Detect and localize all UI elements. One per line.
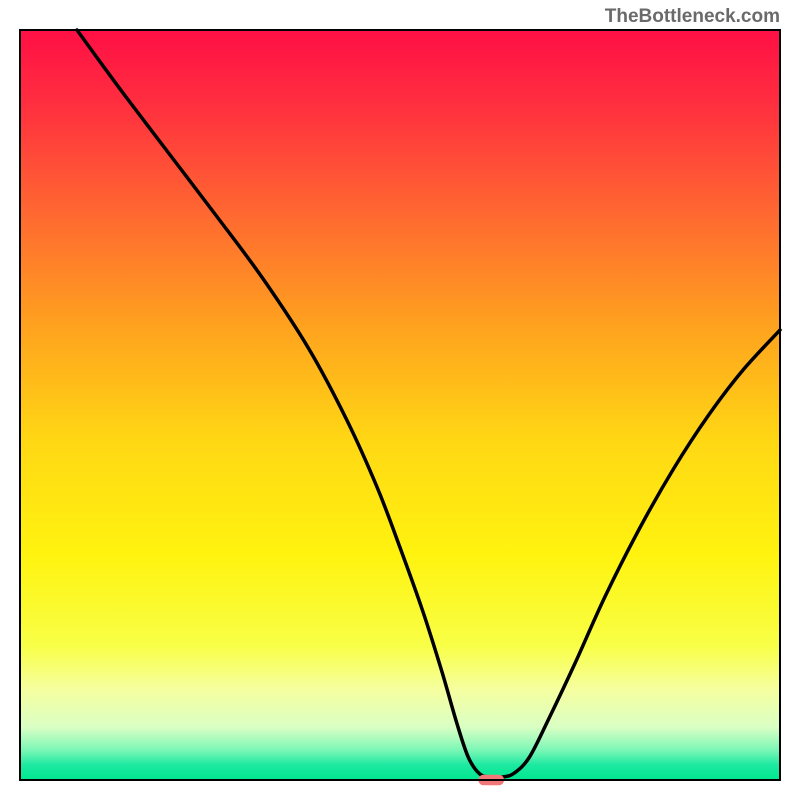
plot-background-gradient (20, 30, 780, 780)
attribution-text: TheBottleneck.com (605, 6, 780, 27)
bottleneck-chart: TheBottleneck.com (0, 0, 800, 800)
